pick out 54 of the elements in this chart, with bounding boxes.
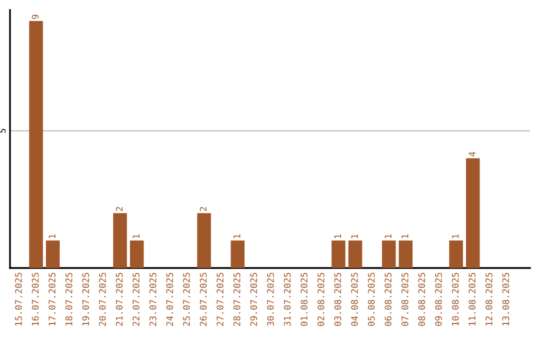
x-tick-label: 17.07.2025 <box>48 272 56 326</box>
bar <box>382 240 396 268</box>
data-label: 9 <box>32 14 39 20</box>
x-tick-label: 30.07.2025 <box>267 272 274 326</box>
data-label: 1 <box>351 234 358 238</box>
x-tick-label: 12.08.2025 <box>485 272 492 326</box>
x-tick-label: 28.07.2025 <box>233 272 240 326</box>
bar <box>348 240 362 268</box>
x-tick-label: 26.07.2025 <box>200 272 207 326</box>
data-label: 1 <box>48 234 56 238</box>
x-tick-label: 24.07.2025 <box>166 272 174 326</box>
data-label: 4 <box>468 152 476 156</box>
x-tick-label: 07.08.2025 <box>401 272 408 326</box>
data-label: 1 <box>402 234 408 238</box>
x-tick-label: 08.08.2025 <box>418 272 426 326</box>
x-tick-label: 21.07.2025 <box>116 272 123 326</box>
bar <box>466 158 480 268</box>
data-label: 2 <box>200 207 207 212</box>
x-tick-label: 09.08.2025 <box>435 272 442 326</box>
x-tick-label: 31.07.2025 <box>284 272 291 326</box>
x-tick-label: 18.07.2025 <box>65 272 72 326</box>
x-tick-label: 02.08.2025 <box>317 272 324 326</box>
x-tick-label: 15.07.2025 <box>15 272 22 326</box>
bar <box>332 240 346 268</box>
data-label: 1 <box>334 234 341 238</box>
x-tick-label: 16.07.2025 <box>32 272 39 326</box>
bar <box>449 240 463 268</box>
data-label: 2 <box>116 207 123 212</box>
x-tick-label: 03.08.2025 <box>334 272 342 326</box>
data-label: 1 <box>384 234 392 238</box>
x-tick-label: 22.07.2025 <box>132 272 140 326</box>
data-label: 1 <box>452 234 459 238</box>
x-tick-label: 01.08.2025 <box>300 272 308 326</box>
x-tick-label: 23.07.2025 <box>149 272 156 326</box>
x-tick-label: 11.08.2025 <box>468 272 476 326</box>
bar <box>197 213 211 268</box>
data-label: 1 <box>132 234 140 238</box>
x-tick-label: 04.08.2025 <box>351 272 358 326</box>
x-tick-label: 20.07.2025 <box>99 272 106 326</box>
bar <box>130 240 144 268</box>
x-tick-label: 10.08.2025 <box>452 272 459 326</box>
x-tick-label: 25.07.2025 <box>183 272 190 326</box>
x-tick-label: 06.08.2025 <box>384 272 392 326</box>
data-label: 1 <box>234 234 240 238</box>
x-tick-label: 05.08.2025 <box>368 272 375 326</box>
bar <box>29 20 43 268</box>
x-tick-label: 27.07.2025 <box>216 272 224 326</box>
bar <box>113 213 127 268</box>
bar <box>398 240 413 268</box>
x-tick-label: 29.07.2025 <box>250 272 258 326</box>
x-tick-label: 19.07.2025 <box>82 272 90 326</box>
bar <box>46 240 60 268</box>
x-tick-label: 13.08.2025 <box>502 272 510 326</box>
bar <box>230 240 245 268</box>
